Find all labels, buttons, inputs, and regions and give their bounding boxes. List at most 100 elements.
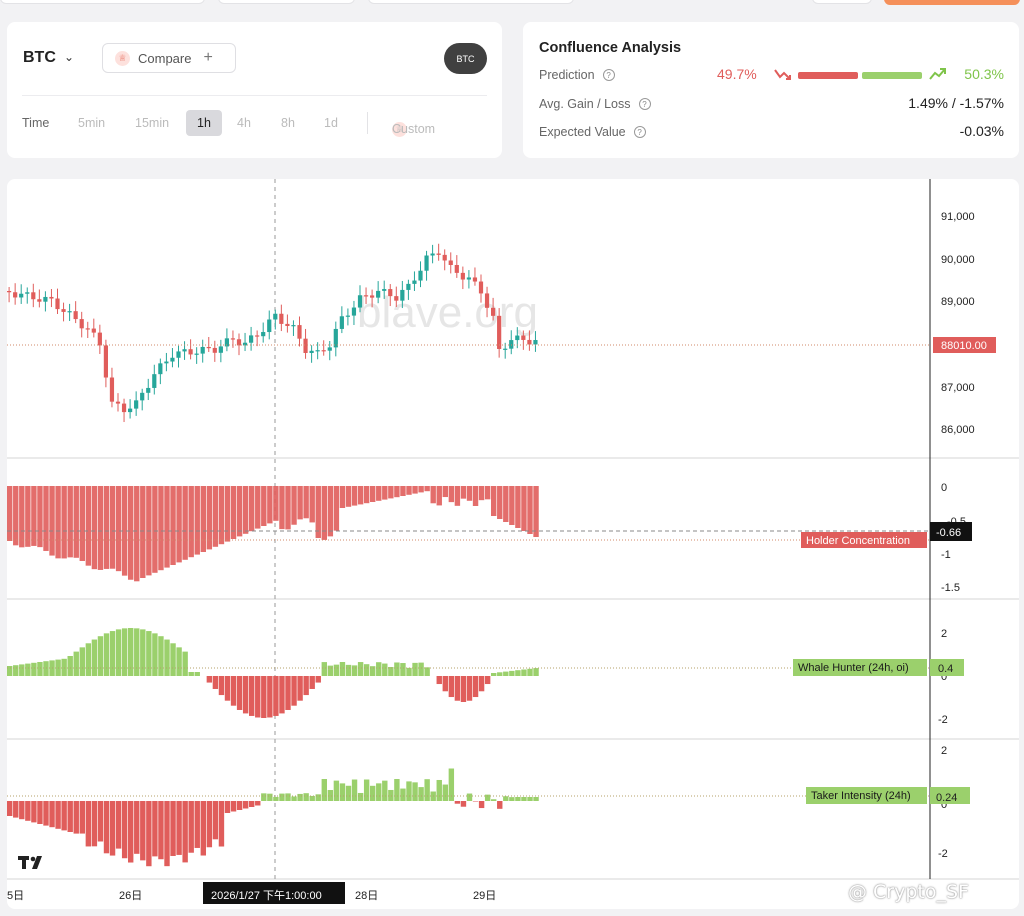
holder-concentration-series — [7, 486, 539, 582]
taker-label: Taker Intensity (24h) — [811, 790, 911, 802]
holder-bar — [478, 486, 485, 501]
compare-button[interactable]: ♕ Compare + — [102, 43, 236, 73]
whale-bar — [97, 636, 104, 676]
candle — [158, 363, 163, 375]
holder-bar — [339, 486, 346, 508]
candle — [376, 290, 381, 298]
candle — [291, 325, 296, 327]
taker-bar — [188, 801, 194, 853]
help-icon[interactable]: ? — [638, 98, 651, 110]
timeframe-1d[interactable]: 1d — [324, 116, 338, 130]
whale-label-badge — [793, 659, 927, 676]
taker-tick: 0 — [941, 799, 947, 811]
whale-bar — [424, 667, 430, 676]
taker-bar — [97, 801, 104, 842]
candle — [436, 253, 441, 255]
taker-bar — [194, 801, 200, 848]
holder-bar — [121, 486, 128, 576]
holder-bar — [382, 486, 388, 500]
holder-bar — [466, 486, 473, 501]
trend-up-icon — [929, 68, 946, 80]
taker-bar — [351, 779, 358, 801]
whale-bar — [146, 631, 152, 676]
price-chart[interactable]: blave.org 91,000 90,000 89,000 87,000 86… — [7, 179, 1019, 909]
prediction-row: Prediction? 49.7% 50.3% — [539, 66, 1004, 86]
price-tick: 89,000 — [941, 296, 975, 308]
whale-bar — [363, 664, 370, 676]
taker-bar — [134, 801, 140, 854]
candle — [230, 338, 236, 340]
timeframe-4h[interactable]: 4h — [237, 116, 251, 130]
candle — [400, 289, 405, 301]
top-tab[interactable] — [218, 0, 355, 4]
holder-bar — [333, 486, 340, 531]
candle — [49, 296, 54, 299]
holder-bar — [61, 486, 67, 559]
top-tab[interactable] — [812, 0, 872, 4]
taker-bar — [37, 801, 43, 824]
whale-bar — [128, 628, 134, 676]
taker-bar — [466, 793, 473, 801]
taker-bar — [13, 801, 19, 818]
holder-tick: -1.5 — [941, 582, 960, 594]
chevron-down-icon[interactable]: ⌄ — [64, 50, 75, 64]
taker-intensity-series — [7, 768, 539, 867]
taker-bar — [460, 801, 467, 807]
prediction-down-bar — [798, 72, 858, 79]
holder-bar — [37, 486, 43, 548]
whale-bar — [194, 672, 200, 676]
symbol-badge[interactable]: BTC — [444, 43, 487, 74]
candle — [321, 350, 326, 352]
prediction-label: Prediction? — [539, 68, 615, 82]
whale-value: 0.4 — [938, 663, 953, 675]
taker-bar — [400, 788, 406, 801]
whale-bar — [182, 651, 188, 676]
whale-bar — [61, 658, 67, 676]
timeframe-1h[interactable]: 1h — [186, 110, 222, 136]
taker-bar — [503, 796, 509, 801]
taker-bar — [412, 782, 418, 801]
timeframe-15min[interactable]: 15min — [135, 116, 170, 130]
timeframe-5min[interactable]: 5min — [78, 116, 106, 130]
taker-bar — [497, 801, 503, 809]
taker-bar — [206, 801, 213, 848]
holder-bar — [152, 486, 158, 573]
taker-bar — [249, 801, 255, 807]
whale-bar — [436, 676, 442, 685]
help-icon[interactable]: ? — [602, 69, 615, 81]
whale-bar — [321, 662, 327, 676]
taker-bar — [315, 794, 321, 801]
help-icon[interactable]: ? — [633, 126, 646, 138]
expected-value-row: Expected Value? -0.03% — [539, 123, 1004, 143]
holder-value-badge — [930, 522, 972, 541]
taker-bar — [25, 801, 31, 821]
whale-bar — [466, 676, 473, 701]
whale-bar — [218, 676, 225, 696]
crosshair-time-badge — [203, 882, 345, 904]
plus-icon: + — [203, 49, 213, 66]
tradingview-logo-icon[interactable] — [18, 856, 42, 869]
taker-bar — [273, 796, 279, 801]
taker-bar — [182, 801, 188, 863]
candle — [466, 277, 471, 280]
candle — [339, 316, 344, 329]
whale-bar — [339, 662, 346, 676]
symbol-selector[interactable]: BTC — [23, 49, 56, 66]
taker-bar — [303, 793, 309, 801]
candle — [182, 349, 187, 352]
timeframe-8h[interactable]: 8h — [281, 116, 295, 130]
holder-bar — [412, 486, 418, 494]
candle — [164, 361, 169, 364]
holder-bar — [527, 486, 533, 534]
candle — [442, 254, 447, 261]
primary-action-button[interactable] — [884, 0, 1020, 5]
taker-bar — [436, 779, 442, 801]
candle — [533, 340, 538, 345]
chart-panel[interactable]: blave.org 91,000 90,000 89,000 87,000 86… — [7, 179, 1019, 909]
top-tab[interactable] — [0, 0, 205, 4]
price-tick: 90,000 — [941, 254, 975, 266]
taker-bar — [170, 801, 176, 856]
taker-bar — [242, 801, 249, 809]
top-tab[interactable] — [368, 0, 574, 4]
candle — [85, 328, 90, 330]
